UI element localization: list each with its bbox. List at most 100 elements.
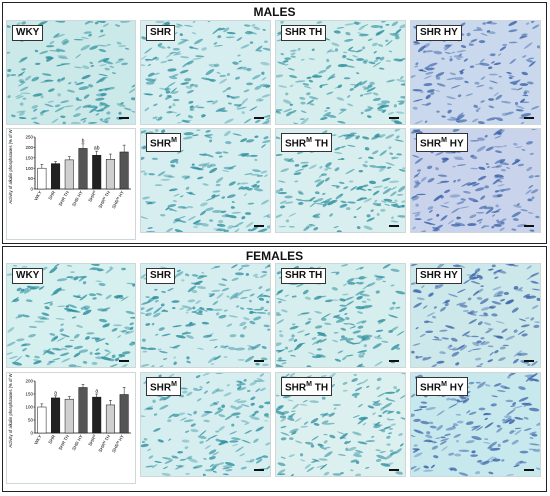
x-tick-label: SHR — [47, 433, 56, 444]
x-tick-label: SHR HY — [71, 190, 84, 207]
histology-panel-m-shr: SHR — [140, 20, 271, 125]
bar-shrhy — [78, 148, 88, 190]
panel-label-suffix: HY — [446, 138, 464, 150]
panel-label: SHR — [146, 268, 176, 284]
error-bar — [109, 153, 112, 160]
histology-panel-m-shr-th: SHR TH — [275, 20, 406, 125]
significance-label: a — [95, 389, 98, 395]
significance-label: a — [54, 390, 57, 396]
panel-label-suffix: HY — [441, 270, 458, 281]
panel-label-superscript: M — [171, 381, 177, 388]
panel-label-text: SHR — [150, 27, 172, 38]
panel-label: SHR HY — [416, 268, 462, 284]
panel-label: SHR TH — [281, 25, 327, 41]
histology-panel-m-shrm-hy: SHRM HY — [410, 128, 541, 233]
panel-label-text: SHR — [420, 270, 442, 281]
error-bar — [95, 150, 99, 156]
scale-bar — [254, 469, 264, 471]
error-bar — [81, 384, 85, 388]
bar-shrm — [92, 396, 102, 434]
panel-label-text: SHR — [285, 382, 307, 394]
error-bar — [81, 143, 85, 149]
x-tick-label: SHR — [47, 189, 56, 200]
tissue-texture — [276, 264, 405, 367]
bar-shrmhy — [119, 394, 129, 434]
y-tick-label: 0 — [30, 431, 33, 436]
histology-panel-m-shrm-th: SHRM TH — [275, 128, 406, 233]
panel-label: WKY — [12, 268, 44, 284]
scale-bar — [119, 360, 129, 362]
significance-label: b — [82, 138, 85, 144]
bar-chart-males: Activity of alkalin phosphatases (% of W… — [6, 128, 136, 240]
panel-label-text: WKY — [16, 270, 40, 281]
y-tick-label: 150 — [25, 155, 33, 160]
panel-label-text: SHR — [150, 270, 172, 281]
section-title-females: FEMALES — [245, 249, 304, 263]
panel-label: SHR TH — [281, 268, 327, 284]
x-tick-label: SHRM HY — [110, 190, 125, 210]
panel-label: SHRM — [146, 377, 181, 397]
panel-label-text: SHR — [420, 27, 442, 38]
bar-shrmth — [105, 404, 115, 434]
x-tick-label: SHRM TH — [97, 434, 111, 453]
panel-label: SHRM TH — [281, 377, 333, 397]
panel-label-suffix: TH — [306, 27, 323, 38]
tissue-texture — [411, 264, 540, 367]
bar-wky — [37, 406, 47, 434]
error-bar — [67, 396, 71, 400]
x-tick-label: WKY — [33, 190, 42, 201]
panel-label-suffix: TH — [306, 270, 323, 281]
tissue-texture — [141, 373, 270, 476]
error-bar — [122, 386, 126, 395]
histology-panel-m-wky: WKY — [6, 20, 136, 125]
panel-label-suffix: HY — [441, 27, 458, 38]
panel-label-superscript: M — [441, 137, 447, 144]
tissue-texture — [276, 129, 405, 232]
bar-wky — [37, 167, 47, 190]
bar-shr — [51, 163, 61, 190]
x-tick-label: SHRM — [87, 189, 98, 203]
scale-bar — [524, 469, 534, 471]
bar-shrth — [64, 398, 74, 434]
section-title-males: MALES — [253, 5, 296, 19]
error-bar — [40, 403, 44, 407]
histology-panel-m-shr-hy: SHR HY — [410, 20, 541, 125]
panel-label-suffix: HY — [446, 382, 464, 394]
scale-bar — [389, 117, 399, 119]
histology-panel-f-shr-th: SHR TH — [275, 263, 406, 368]
panel-label-text: SHR — [285, 27, 307, 38]
error-bar — [54, 161, 57, 164]
y-tick-label: 0 — [30, 187, 33, 192]
histology-panel-f-shr-hy: SHR HY — [410, 263, 541, 368]
bar-shr — [51, 397, 61, 434]
x-tick-label: SHR TH — [57, 190, 70, 207]
chart-ylabel: Activity of alkalin phosphatases (% of W… — [8, 373, 13, 448]
x-tick-label: SHR TH — [57, 434, 70, 451]
panel-label: SHRM HY — [416, 133, 468, 153]
panel-label-text: SHR — [150, 138, 172, 150]
error-bar — [54, 395, 57, 398]
x-tick-label: SHRM HY — [110, 434, 125, 454]
panel-label-superscript: M — [306, 381, 312, 388]
y-tick-label: 50 — [28, 176, 34, 181]
y-tick-label: 100 — [25, 166, 33, 171]
panel-label-text: SHR — [150, 382, 172, 394]
panel-label-text: SHR — [420, 138, 442, 150]
tissue-texture — [7, 264, 135, 367]
panel-label-suffix: TH — [311, 138, 329, 150]
error-bar — [122, 144, 126, 152]
panel-label: SHRM — [146, 133, 181, 153]
histology-panel-f-shrm: SHRM — [140, 372, 271, 477]
panel-label: SHRM HY — [416, 377, 468, 397]
scale-bar — [254, 225, 264, 227]
bar-shrth — [64, 159, 74, 190]
scale-bar — [524, 360, 534, 362]
panel-label-text: SHR — [420, 382, 442, 394]
bar-chart-females: Activity of alkalin phosphatases (% of W… — [6, 372, 136, 484]
scale-bar — [524, 117, 534, 119]
histology-panel-f-wky: WKY — [6, 263, 136, 368]
y-tick-label: 150 — [25, 392, 33, 397]
panel-label-superscript: M — [441, 381, 447, 388]
tissue-texture — [141, 264, 270, 367]
histology-panel-f-shr: SHR — [140, 263, 271, 368]
